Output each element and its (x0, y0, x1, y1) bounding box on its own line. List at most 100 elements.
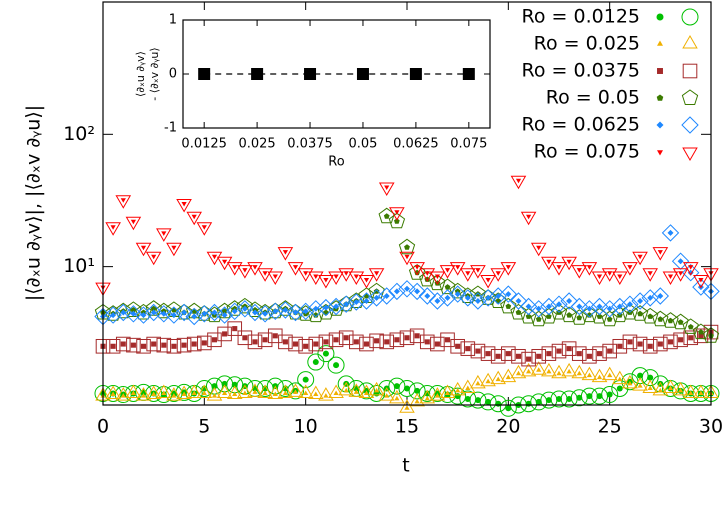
marker-open (509, 292, 528, 310)
marker-open (448, 285, 467, 303)
marker-filled (667, 317, 674, 324)
marker-open (501, 346, 516, 361)
marker-filled (698, 278, 704, 283)
marker-filled (657, 341, 663, 347)
marker-filled (647, 343, 653, 349)
marker-filled (586, 312, 593, 318)
marker-open (176, 199, 192, 213)
marker-open (104, 306, 122, 324)
inset: 0.0125 0.025 0.0375 0.05 0.0625 0.075 -1 0 1 Ro ⟨∂… (134, 13, 491, 170)
marker-open (348, 292, 365, 308)
marker-filled (110, 312, 117, 319)
marker-open (571, 346, 587, 361)
marker-filled (546, 351, 552, 357)
marker-open (429, 271, 446, 286)
marker-open (115, 336, 131, 352)
marker-open (429, 274, 446, 291)
marker-filled (252, 265, 258, 270)
marker-filled (424, 271, 430, 276)
marker-open (267, 328, 283, 344)
marker-filled (616, 303, 623, 310)
marker-filled (150, 309, 157, 316)
marker-open (156, 228, 172, 242)
marker-filled (140, 343, 147, 349)
marker-open (277, 300, 294, 316)
marker-open (288, 336, 303, 352)
marker-filled (262, 390, 268, 395)
marker-open (349, 334, 364, 350)
marker-open (186, 211, 202, 226)
marker-filled (383, 213, 390, 219)
marker-open (693, 384, 709, 398)
inset-x-label: Ro (328, 155, 344, 170)
marker-open (327, 356, 345, 374)
marker-filled (120, 341, 126, 347)
marker-filled (383, 293, 390, 299)
marker-filled (363, 298, 370, 304)
marker-filled (323, 339, 329, 345)
marker-filled (485, 351, 491, 357)
marker-filled (262, 385, 269, 392)
legend-marker (682, 34, 698, 49)
marker-open (216, 384, 233, 398)
marker-open (185, 307, 203, 326)
x-tick-label: 0.05 (348, 137, 377, 152)
marker-filled (607, 271, 613, 276)
legend-label: Ro = 0.0375 (522, 60, 640, 82)
marker-open (541, 362, 557, 377)
marker-open (175, 303, 193, 320)
marker-filled (657, 316, 664, 322)
marker-filled (181, 309, 188, 316)
marker-open (377, 287, 396, 305)
marker-filled (525, 303, 532, 310)
marker-filled (626, 301, 633, 308)
marker-open (581, 262, 598, 276)
marker-open (165, 306, 183, 324)
marker-filled (465, 385, 471, 390)
marker-open (439, 265, 456, 279)
marker-open (592, 346, 607, 361)
marker-filled (546, 368, 552, 374)
marker-filled (596, 393, 603, 400)
marker-open (359, 336, 374, 352)
marker-filled (596, 274, 603, 279)
marker-filled (333, 337, 339, 343)
marker-open (692, 323, 710, 340)
marker-filled (211, 393, 218, 398)
marker-open (418, 287, 437, 305)
marker-filled (313, 341, 319, 347)
marker-open (681, 263, 700, 282)
marker-filled (688, 335, 694, 341)
marker-open (156, 337, 172, 353)
marker-filled (292, 309, 299, 316)
legend-marker (656, 13, 664, 21)
marker-open (136, 338, 151, 354)
marker-open (186, 384, 202, 398)
marker-open (196, 384, 213, 398)
marker-filled (434, 274, 440, 279)
marker-filled (322, 304, 329, 311)
marker-filled (556, 265, 562, 270)
marker-filled (606, 316, 613, 322)
marker-open (318, 334, 334, 350)
inset-marker (356, 68, 369, 80)
marker-filled (292, 341, 299, 347)
marker-open (408, 382, 426, 400)
marker-filled (171, 393, 177, 398)
marker-open (266, 302, 285, 321)
marker-open (480, 346, 496, 361)
marker-filled (637, 372, 644, 379)
marker-filled (151, 254, 157, 260)
marker-filled (576, 303, 583, 310)
marker-open (561, 256, 577, 271)
marker-filled (242, 335, 248, 341)
marker-filled (414, 333, 420, 339)
plot-frame (102, 1, 712, 406)
marker-filled (343, 387, 349, 393)
marker-filled (110, 225, 116, 230)
x-tick-label: 0 (97, 416, 109, 438)
marker-filled (454, 291, 461, 298)
x-tick-label: 0.0625 (393, 137, 439, 152)
marker-filled (404, 335, 410, 341)
marker-filled (393, 288, 400, 295)
